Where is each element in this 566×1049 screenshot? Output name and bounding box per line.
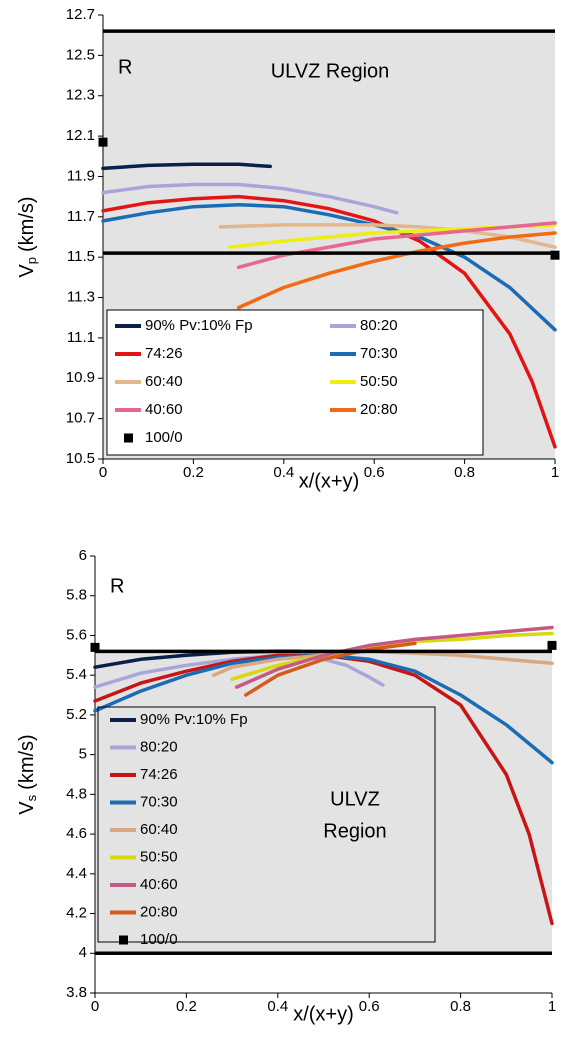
x-tick-label: 0.6 — [364, 464, 385, 481]
y-axis-label: Vs (km/s) — [16, 734, 39, 814]
y-tick-label: 6 — [79, 547, 87, 564]
y-tick-label: 12.7 — [66, 6, 95, 23]
legend-label: 70:30 — [360, 345, 398, 362]
y-label-main: V — [16, 264, 38, 278]
y-label-sub: p — [24, 257, 39, 264]
series-line — [236, 231, 557, 310]
legend-label: 20:80 — [360, 401, 398, 418]
annotation: ULVZ Region — [271, 60, 390, 82]
y-tick-label: 10.9 — [66, 369, 95, 386]
legend-label: 90% Pv:10% Fp — [140, 711, 248, 728]
y-tick-label: 5.4 — [66, 666, 87, 683]
series-line — [218, 223, 557, 249]
series-line — [101, 202, 557, 332]
legend-label: 60:40 — [145, 373, 183, 390]
x-tick-label: 0 — [91, 998, 99, 1015]
y-label-sub: s — [24, 794, 39, 801]
x-axis-label: x/(x+y) — [293, 1003, 354, 1025]
y-tick-label: 11.7 — [67, 208, 95, 225]
legend-label: 40:60 — [145, 401, 183, 418]
y-tick-label: 12.3 — [66, 87, 95, 104]
y-tick-label: 4.2 — [66, 905, 87, 922]
legend-label: 40:60 — [140, 876, 178, 893]
y-tick-label: 12.5 — [66, 46, 95, 63]
x-tick-label: 0.4 — [273, 464, 294, 481]
chart: R ULVZ Region 10.5 10.7 10.9 11.1 11.3 11.5 11.7… — [16, 6, 560, 492]
series-line — [101, 162, 272, 171]
y-label-main: V — [16, 801, 38, 815]
y-tick-label: 11.9 — [67, 167, 95, 184]
x-tick-label: 0 — [99, 464, 107, 481]
legend-label: 60:40 — [140, 821, 178, 838]
annotation: Region — [323, 820, 386, 842]
annotation: R — [118, 56, 132, 78]
annotation: ULVZ — [330, 788, 380, 810]
series-line — [244, 641, 417, 697]
legend-label: 100/0 — [145, 429, 183, 446]
y-tick-label: 12.1 — [66, 127, 95, 144]
y-tick-label: 4 — [79, 944, 87, 961]
legend-label: 20:80 — [140, 903, 178, 920]
x-tick-label: 1 — [548, 998, 556, 1015]
y-tick-label: 11.5 — [67, 248, 95, 265]
legend-box — [106, 309, 484, 456]
legend-label: 80:20 — [360, 317, 398, 334]
y-tick-label: 5.6 — [66, 626, 87, 643]
x-tick-label: 0.8 — [454, 464, 475, 481]
legend-marker — [119, 935, 128, 945]
legend-label: 90% Pv:10% Fp — [145, 317, 253, 334]
x-tick-label: 0.8 — [450, 998, 471, 1015]
legend-label: 70:30 — [140, 793, 178, 810]
y-label-unit: (km/s) — [16, 196, 38, 252]
ulvz-region — [95, 651, 552, 954]
x-axis-label: x/(x+y) — [299, 470, 360, 492]
y-tick-label: 5.2 — [66, 706, 87, 723]
legend-box — [97, 706, 436, 943]
point — [90, 642, 100, 652]
legend-label: 100/0 — [140, 931, 178, 948]
legend-marker — [124, 433, 133, 443]
point — [547, 640, 557, 650]
x-tick-label: 0.6 — [359, 998, 380, 1015]
x-tick-label: 0.4 — [267, 998, 288, 1015]
y-axis-label: Vp (km/s) — [16, 196, 39, 277]
legend-label: 74:26 — [145, 345, 183, 362]
x-tick-label: 1 — [551, 464, 559, 481]
y-tick-label: 11.3 — [67, 289, 95, 306]
series-line — [101, 182, 399, 215]
legend-label: 74:26 — [140, 766, 178, 783]
y-tick-label: 5 — [79, 746, 87, 763]
y-tick-label: 4.4 — [66, 865, 87, 882]
y-tick-label: 3.8 — [66, 984, 87, 1001]
x-tick-label: 0.2 — [183, 464, 204, 481]
chart: R ULVZ Region 3.8 4 4.2 4.4 4.6 4.8 5 5.2 5.4 5.6 5.8… — [16, 547, 557, 1025]
legend-label: 50:50 — [360, 373, 398, 390]
legend-label: 50:50 — [140, 848, 178, 865]
series-line — [101, 194, 557, 449]
annotation: R — [110, 575, 124, 597]
legend-label: 80:20 — [140, 738, 178, 755]
y-tick-label: 5.8 — [66, 587, 87, 604]
series-line — [230, 631, 554, 681]
x-tick-label: 0.2 — [176, 998, 197, 1015]
series-line — [234, 625, 554, 689]
y-tick-label: 4.6 — [66, 825, 87, 842]
y-tick-label: 10.7 — [66, 410, 95, 427]
y-label-unit: (km/s) — [16, 734, 38, 790]
point — [98, 137, 108, 147]
y-tick-label: 11.1 — [67, 329, 95, 346]
y-tick-label: 4.8 — [66, 785, 87, 802]
y-tick-label: 10.5 — [66, 450, 95, 467]
point — [550, 250, 560, 260]
